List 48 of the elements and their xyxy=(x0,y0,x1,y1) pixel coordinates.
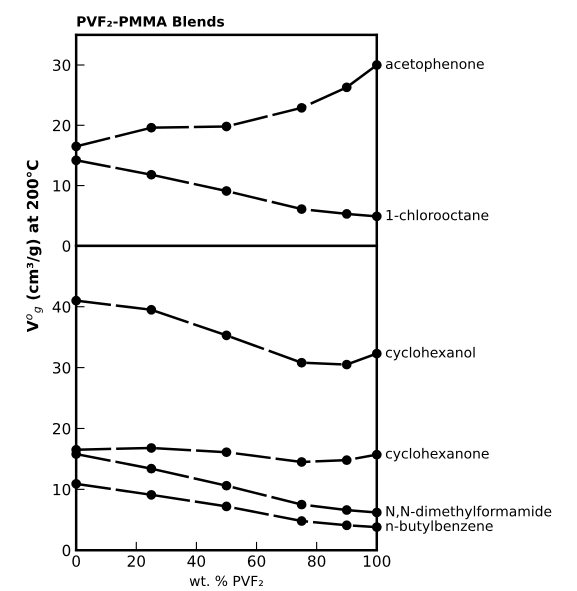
point xyxy=(296,358,306,368)
x-tick-label: 20 xyxy=(128,555,145,567)
point xyxy=(146,122,156,133)
x-axis-title: wt. % PVF₂ xyxy=(190,576,263,586)
chart-title: PVF₂-PMMA Blends xyxy=(77,16,224,27)
series-label: N,N-dimethylformamide xyxy=(386,506,552,520)
series-label: cyclohexanone xyxy=(386,448,489,462)
y-tick-label: 10 xyxy=(54,484,70,496)
series-label: 1-chlorooctane xyxy=(386,210,488,220)
point xyxy=(342,360,352,370)
point xyxy=(222,122,232,132)
y-tick-label: 0 xyxy=(62,544,70,556)
point xyxy=(146,443,156,453)
y-axis-title: V$^{o}$$_{g}$ (cm³/g) at 200°C xyxy=(26,160,43,332)
point xyxy=(342,209,352,219)
point xyxy=(222,330,232,340)
y-tick-label: 0 xyxy=(62,240,70,252)
point xyxy=(222,480,232,491)
point xyxy=(146,464,156,474)
x-tick-label: 40 xyxy=(187,555,206,567)
point xyxy=(146,490,156,500)
point xyxy=(222,447,232,458)
point xyxy=(342,505,352,515)
point xyxy=(296,102,306,113)
point xyxy=(222,502,232,512)
y-tick-label: 30 xyxy=(53,362,70,374)
point xyxy=(296,457,306,467)
point xyxy=(342,455,352,465)
x-tick-label: 100 xyxy=(364,555,390,567)
point xyxy=(342,82,352,92)
x-tick-label: 80 xyxy=(308,555,326,567)
point xyxy=(146,304,156,315)
point xyxy=(296,500,306,510)
point xyxy=(296,204,306,214)
y-tick-label: 20 xyxy=(52,422,70,434)
point xyxy=(342,520,352,530)
x-tick-label: 0 xyxy=(72,555,80,567)
series-label: n-butylbenzene xyxy=(386,520,493,534)
series-label: cyclohexanol xyxy=(386,346,475,360)
point xyxy=(296,516,306,526)
y-tick-label: 10 xyxy=(54,180,70,192)
x-tick-label: 60 xyxy=(248,555,266,567)
y-tick-label: 20 xyxy=(52,120,70,132)
point xyxy=(222,186,232,196)
y-tick-label: 30 xyxy=(53,59,70,72)
y-tick-label: 40 xyxy=(52,301,70,313)
series-label: acetophenone xyxy=(386,58,484,72)
point xyxy=(146,170,156,180)
